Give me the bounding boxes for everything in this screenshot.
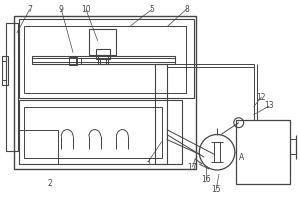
Text: 9: 9 <box>59 5 64 14</box>
Bar <box>6 23 18 151</box>
Bar <box>19 19 194 98</box>
Bar <box>2 56 8 85</box>
Text: 13: 13 <box>265 101 274 110</box>
Bar <box>24 26 187 93</box>
Bar <box>236 120 290 184</box>
Text: 17: 17 <box>188 163 197 172</box>
Text: 10: 10 <box>81 5 91 14</box>
Bar <box>19 130 58 164</box>
Bar <box>155 64 167 164</box>
Bar <box>32 56 175 64</box>
Text: 7: 7 <box>27 5 32 14</box>
Bar <box>19 100 182 164</box>
Text: 3: 3 <box>146 158 151 167</box>
Text: 12: 12 <box>257 93 266 102</box>
Text: 8: 8 <box>184 5 189 14</box>
Bar <box>24 107 162 158</box>
Text: 16: 16 <box>201 175 211 184</box>
Bar <box>98 55 108 64</box>
Bar <box>96 49 110 59</box>
Text: 2: 2 <box>47 179 52 188</box>
Text: 5: 5 <box>149 5 154 14</box>
Bar <box>69 57 77 64</box>
Bar <box>76 58 81 64</box>
Text: 15: 15 <box>211 185 221 194</box>
Text: A: A <box>239 153 244 162</box>
Bar <box>89 29 116 55</box>
Bar <box>14 16 196 169</box>
Bar <box>100 59 106 64</box>
